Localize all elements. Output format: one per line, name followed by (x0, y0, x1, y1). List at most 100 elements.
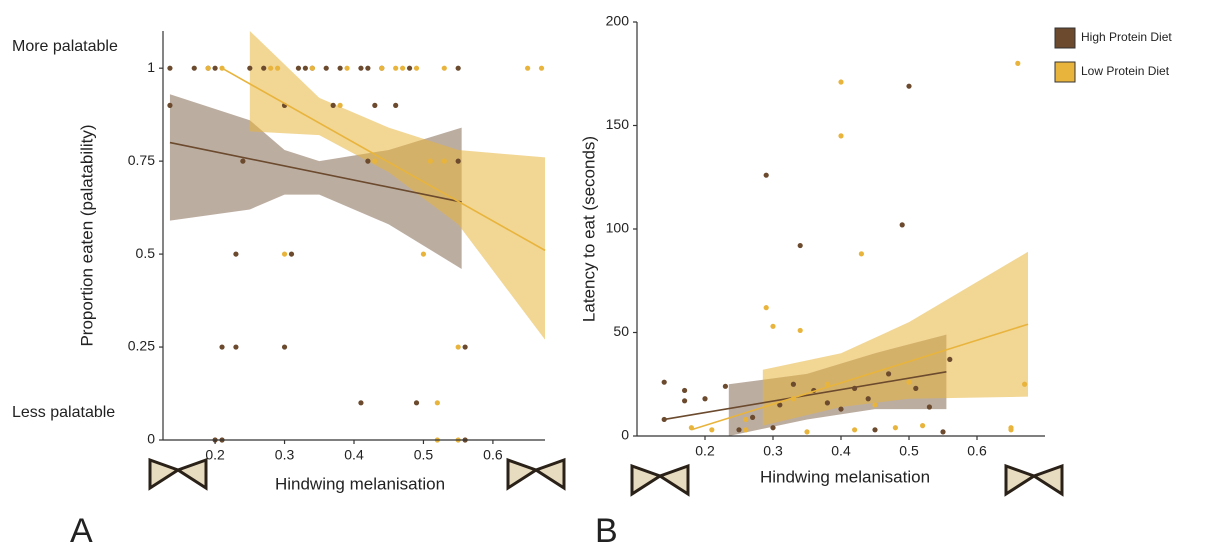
data-point (872, 402, 878, 408)
butterfly-icons (148, 457, 1064, 497)
data-point (899, 222, 905, 228)
x-tick-label: 0.4 (344, 447, 364, 463)
x-tick-label: 0.4 (831, 443, 851, 459)
data-point (309, 65, 315, 71)
data-point (777, 402, 783, 408)
data-point (365, 65, 371, 71)
confidence-band (249, 31, 545, 340)
x-tick-label: 0.2 (695, 443, 715, 459)
data-point (838, 79, 844, 85)
data-point (892, 425, 899, 431)
data-point (358, 65, 364, 71)
data-point (682, 387, 688, 394)
x-tick-label: 0.5 (899, 443, 919, 459)
data-point (261, 65, 267, 71)
data-point (358, 400, 364, 406)
y-tick-label: 0 (621, 427, 629, 443)
data-point (295, 65, 302, 71)
fit-line (691, 323, 1029, 431)
x-tick-label: 0.6 (483, 447, 503, 463)
legend-swatch (1054, 27, 1076, 49)
data-point (275, 65, 281, 71)
data-point (372, 102, 378, 108)
data-point (281, 251, 288, 257)
data-point (233, 344, 239, 350)
data-point (462, 344, 468, 350)
data-point (330, 102, 336, 108)
data-point (247, 65, 253, 71)
data-point (709, 427, 715, 433)
data-point (743, 416, 749, 423)
data-point (858, 251, 865, 257)
legend-label: High Protein Diet (1081, 30, 1172, 44)
data-point (872, 427, 878, 433)
data-point (288, 251, 295, 257)
y-tick-label: 1 (147, 59, 155, 75)
data-point (393, 65, 399, 71)
data-point (722, 383, 729, 389)
data-point (281, 344, 288, 350)
data-point (434, 400, 440, 406)
data-point (212, 65, 218, 71)
x-tick-label: 0.6 (967, 443, 987, 459)
data-point (441, 158, 447, 164)
data-point (240, 158, 246, 164)
data-point (441, 65, 447, 71)
data-point (763, 305, 769, 311)
panel-label: A (70, 512, 93, 550)
x-tick-label: 0.3 (275, 447, 295, 463)
data-point (797, 327, 803, 334)
data-point (191, 65, 197, 71)
data-point (323, 65, 329, 71)
data-point (538, 65, 545, 71)
data-point (661, 379, 667, 385)
data-point (940, 429, 946, 435)
data-point (337, 65, 343, 71)
y-tick-label: 0 (147, 431, 155, 447)
data-point (838, 406, 844, 412)
data-point (947, 356, 953, 363)
y-axis-label: Latency to eat (seconds) (579, 136, 598, 322)
y-tick-label: 50 (613, 323, 629, 339)
data-point (393, 102, 399, 108)
data-point (790, 381, 797, 387)
panel-label: B (595, 512, 618, 550)
data-point (906, 379, 912, 385)
fit-line (221, 67, 546, 252)
y-tick-label: 100 (606, 220, 630, 236)
data-point (455, 65, 461, 71)
fit-line (664, 371, 947, 421)
annotation: More palatable (12, 38, 118, 55)
data-point (920, 423, 926, 429)
data-point (379, 65, 385, 71)
data-point (1015, 60, 1021, 66)
data-point (926, 404, 933, 410)
confidence-band (169, 94, 462, 269)
annotation: Less palatable (12, 404, 115, 421)
x-tick-label: 0.5 (414, 447, 434, 463)
data-point (372, 158, 378, 164)
y-axis-label: Proportion eaten (palatability) (77, 124, 96, 346)
data-point (1008, 427, 1014, 433)
data-point (233, 251, 239, 257)
data-point (770, 323, 776, 329)
data-point (268, 65, 274, 71)
legend-swatch (1054, 61, 1076, 83)
y-tick-label: 150 (606, 116, 630, 132)
data-point (205, 65, 211, 71)
data-point (824, 400, 831, 406)
data-point (743, 427, 749, 433)
data-point (420, 251, 427, 257)
y-tick-label: 0.75 (128, 152, 155, 168)
data-point (406, 65, 413, 71)
data-point (302, 65, 308, 71)
data-point (525, 65, 531, 71)
x-axis-label: Hindwing melanisation (760, 467, 930, 486)
data-point (797, 242, 803, 249)
x-tick-label: 0.3 (763, 443, 783, 459)
data-point (427, 158, 433, 164)
fit-line (169, 141, 462, 203)
data-point (167, 102, 173, 108)
y-tick-label: 200 (606, 13, 630, 29)
